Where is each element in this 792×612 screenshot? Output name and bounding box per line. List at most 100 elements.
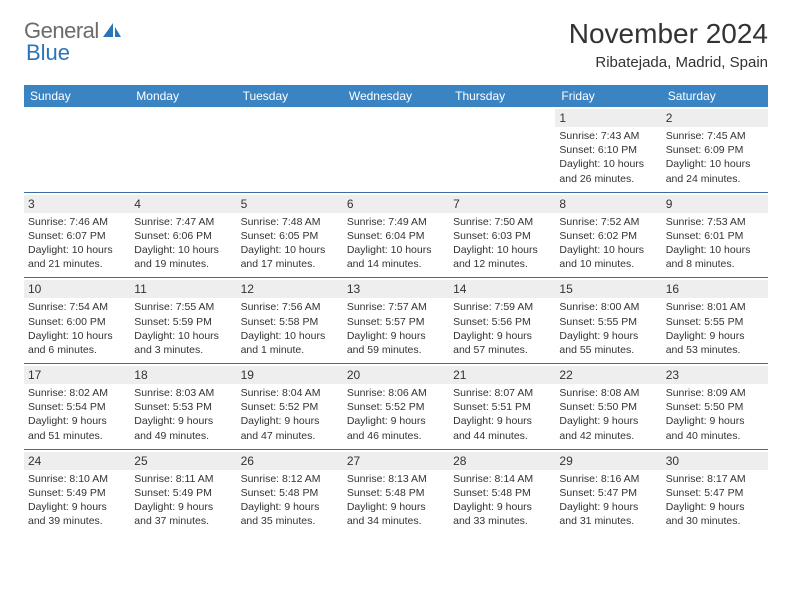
sunset-text: Sunset: 5:58 PM [241, 315, 339, 329]
day-number: 15 [555, 280, 661, 298]
calendar-table: Sunday Monday Tuesday Wednesday Thursday… [24, 85, 768, 534]
daylight-text: Daylight: 9 hours and 42 minutes. [559, 414, 657, 442]
daylight-text: Daylight: 9 hours and 40 minutes. [666, 414, 764, 442]
day-number: 2 [662, 109, 768, 127]
daylight-text: Daylight: 10 hours and 8 minutes. [666, 243, 764, 271]
calendar-cell: 14Sunrise: 7:59 AMSunset: 5:56 PMDayligh… [449, 278, 555, 364]
day-number: 23 [662, 366, 768, 384]
calendar-cell: 6Sunrise: 7:49 AMSunset: 6:04 PMDaylight… [343, 192, 449, 278]
sunrise-text: Sunrise: 8:16 AM [559, 472, 657, 486]
sunrise-text: Sunrise: 7:45 AM [666, 129, 764, 143]
page-title: November 2024 [569, 18, 768, 50]
calendar-cell: 25Sunrise: 8:11 AMSunset: 5:49 PMDayligh… [130, 449, 236, 534]
sunrise-text: Sunrise: 8:01 AM [666, 300, 764, 314]
sunrise-text: Sunrise: 8:11 AM [134, 472, 232, 486]
weekday-header-row: Sunday Monday Tuesday Wednesday Thursday… [24, 85, 768, 107]
calendar-cell [343, 107, 449, 192]
sunrise-text: Sunrise: 7:46 AM [28, 215, 126, 229]
weekday-mon: Monday [130, 85, 236, 107]
day-number: 1 [555, 109, 661, 127]
sunset-text: Sunset: 5:55 PM [559, 315, 657, 329]
calendar-cell: 12Sunrise: 7:56 AMSunset: 5:58 PMDayligh… [237, 278, 343, 364]
sunset-text: Sunset: 5:50 PM [559, 400, 657, 414]
daylight-text: Daylight: 9 hours and 57 minutes. [453, 329, 551, 357]
daylight-text: Daylight: 9 hours and 53 minutes. [666, 329, 764, 357]
sunrise-text: Sunrise: 8:07 AM [453, 386, 551, 400]
sunrise-text: Sunrise: 7:47 AM [134, 215, 232, 229]
calendar-cell: 7Sunrise: 7:50 AMSunset: 6:03 PMDaylight… [449, 192, 555, 278]
calendar-cell: 13Sunrise: 7:57 AMSunset: 5:57 PMDayligh… [343, 278, 449, 364]
calendar-cell: 2Sunrise: 7:45 AMSunset: 6:09 PMDaylight… [662, 107, 768, 192]
sunrise-text: Sunrise: 7:53 AM [666, 215, 764, 229]
daylight-text: Daylight: 10 hours and 10 minutes. [559, 243, 657, 271]
calendar-cell: 24Sunrise: 8:10 AMSunset: 5:49 PMDayligh… [24, 449, 130, 534]
day-number: 20 [343, 366, 449, 384]
day-number: 30 [662, 452, 768, 470]
calendar-cell [24, 107, 130, 192]
calendar-cell: 17Sunrise: 8:02 AMSunset: 5:54 PMDayligh… [24, 364, 130, 450]
daylight-text: Daylight: 10 hours and 14 minutes. [347, 243, 445, 271]
sunrise-text: Sunrise: 8:12 AM [241, 472, 339, 486]
calendar-row: 3Sunrise: 7:46 AMSunset: 6:07 PMDaylight… [24, 192, 768, 278]
logo-sail-icon [102, 22, 122, 40]
daylight-text: Daylight: 10 hours and 12 minutes. [453, 243, 551, 271]
daylight-text: Daylight: 9 hours and 44 minutes. [453, 414, 551, 442]
day-number: 6 [343, 195, 449, 213]
calendar-cell [237, 107, 343, 192]
weekday-fri: Friday [555, 85, 661, 107]
sunset-text: Sunset: 5:47 PM [666, 486, 764, 500]
calendar-cell: 27Sunrise: 8:13 AMSunset: 5:48 PMDayligh… [343, 449, 449, 534]
day-number: 9 [662, 195, 768, 213]
sunrise-text: Sunrise: 7:49 AM [347, 215, 445, 229]
day-number: 5 [237, 195, 343, 213]
calendar-cell: 16Sunrise: 8:01 AMSunset: 5:55 PMDayligh… [662, 278, 768, 364]
daylight-text: Daylight: 9 hours and 59 minutes. [347, 329, 445, 357]
sunrise-text: Sunrise: 8:09 AM [666, 386, 764, 400]
calendar-cell: 11 Sunrise: 7:55 AMSunset: 5:59 PMDayligh… [130, 278, 236, 364]
sunrise-text: Sunrise: 7:50 AM [453, 215, 551, 229]
sunset-text: Sunset: 5:57 PM [347, 315, 445, 329]
sunset-text: Sunset: 6:03 PM [453, 229, 551, 243]
sunset-text: Sunset: 5:53 PM [134, 400, 232, 414]
sunset-text: Sunset: 5:51 PM [453, 400, 551, 414]
weekday-wed: Wednesday [343, 85, 449, 107]
sunset-text: Sunset: 5:56 PM [453, 315, 551, 329]
daylight-text: Daylight: 9 hours and 37 minutes. [134, 500, 232, 528]
weekday-thu: Thursday [449, 85, 555, 107]
daylight-text: Daylight: 10 hours and 24 minutes. [666, 157, 764, 185]
calendar-cell: 23Sunrise: 8:09 AMSunset: 5:50 PMDayligh… [662, 364, 768, 450]
daylight-text: Daylight: 9 hours and 49 minutes. [134, 414, 232, 442]
day-number: 26 [237, 452, 343, 470]
daylight-text: Daylight: 9 hours and 47 minutes. [241, 414, 339, 442]
sunset-text: Sunset: 6:05 PM [241, 229, 339, 243]
calendar-cell: 10Sunrise: 7:54 AMSunset: 6:00 PMDayligh… [24, 278, 130, 364]
sunrise-text: Sunrise: 7:56 AM [241, 300, 339, 314]
weekday-tue: Tuesday [237, 85, 343, 107]
daylight-text: Daylight: 10 hours and 3 minutes. [134, 329, 232, 357]
day-number: 21 [449, 366, 555, 384]
sunrise-text: Sunrise: 7:55 AM [134, 300, 232, 314]
calendar-cell: 4Sunrise: 7:47 AMSunset: 6:06 PMDaylight… [130, 192, 236, 278]
sunrise-text: Sunrise: 8:14 AM [453, 472, 551, 486]
calendar-cell: 30Sunrise: 8:17 AMSunset: 5:47 PMDayligh… [662, 449, 768, 534]
sunset-text: Sunset: 6:00 PM [28, 315, 126, 329]
sunset-text: Sunset: 5:48 PM [453, 486, 551, 500]
day-number: 25 [130, 452, 236, 470]
calendar-cell: 1Sunrise: 7:43 AMSunset: 6:10 PMDaylight… [555, 107, 661, 192]
day-number: 11 [130, 280, 236, 298]
daylight-text: Daylight: 10 hours and 17 minutes. [241, 243, 339, 271]
sunrise-text: Sunrise: 8:17 AM [666, 472, 764, 486]
sunset-text: Sunset: 5:52 PM [347, 400, 445, 414]
daylight-text: Daylight: 9 hours and 31 minutes. [559, 500, 657, 528]
sunset-text: Sunset: 5:52 PM [241, 400, 339, 414]
sunrise-text: Sunrise: 8:04 AM [241, 386, 339, 400]
day-number: 24 [24, 452, 130, 470]
title-block: November 2024 Ribatejada, Madrid, Spain [569, 18, 768, 71]
calendar-cell: 8Sunrise: 7:52 AMSunset: 6:02 PMDaylight… [555, 192, 661, 278]
calendar-row: 24Sunrise: 8:10 AMSunset: 5:49 PMDayligh… [24, 449, 768, 534]
weekday-sun: Sunday [24, 85, 130, 107]
day-number: 4 [130, 195, 236, 213]
day-number: 12 [237, 280, 343, 298]
calendar-page: General November 2024 Ribatejada, Madrid… [0, 0, 792, 544]
sunset-text: Sunset: 5:59 PM [134, 315, 232, 329]
